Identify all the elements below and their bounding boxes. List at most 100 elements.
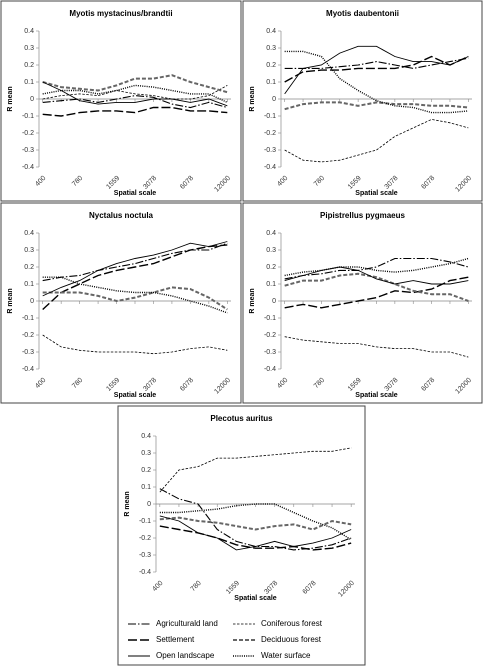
y-tick-label: -0.4 — [264, 366, 276, 373]
x-tick-label: 780 — [71, 377, 84, 390]
y-tick-label: 0.3 — [266, 247, 276, 254]
panel: Myotis daubentonii R mean -0.4 -0.3 -0.2 -0.1… — [242, 0, 483, 202]
series-line — [159, 525, 352, 551]
y-tick-label: -0.3 — [22, 349, 34, 356]
legend-label: Coniferous forest — [261, 619, 323, 628]
x-tick-label: 780 — [190, 580, 203, 593]
panel: Nyctalus noctula R mean -0.4 -0.3 -0.2 -0.1 0 0… — [0, 202, 242, 404]
x-tick-label: 12000 — [454, 175, 473, 194]
x-tick-label: 6078 — [420, 175, 436, 191]
chart-title: Nyctalus noctula — [89, 211, 154, 220]
x-tick-label: 1559 — [105, 175, 121, 191]
y-tick-label: 0.3 — [24, 247, 34, 254]
x-tick-label: 1559 — [347, 377, 363, 393]
series-line — [284, 118, 469, 163]
series-line — [284, 55, 469, 83]
y-tick-label: -0.3 — [264, 349, 276, 356]
series-line — [42, 84, 228, 104]
series-line — [284, 50, 469, 114]
x-tick-label: 1559 — [225, 580, 241, 596]
x-axis-label: Spatial scale — [355, 190, 398, 197]
y-tick-label: -0.1 — [139, 518, 151, 525]
x-tick-label: 12000 — [213, 175, 232, 194]
y-tick-label: 0.4 — [24, 230, 34, 237]
y-tick-label: -0.2 — [22, 130, 34, 137]
y-tick-label: 0.1 — [24, 281, 34, 288]
x-tick-label: 780 — [313, 377, 326, 390]
chart-title: Myotis mystacinus/brandtii — [69, 9, 172, 18]
x-tick-label: 12000 — [337, 580, 356, 599]
y-tick-label: 0.4 — [266, 28, 276, 35]
x-tick-label: 400 — [276, 377, 289, 390]
y-tick-label: 0.2 — [266, 264, 276, 271]
x-axis-label: Spatial scale — [355, 392, 398, 399]
y-tick-label: 0 — [272, 96, 276, 103]
y-tick-label: -0.3 — [22, 147, 34, 154]
x-axis-label: Spatial scale — [114, 392, 157, 399]
series-line — [42, 276, 228, 314]
series-line — [42, 85, 228, 100]
y-tick-label: 0.1 — [266, 79, 276, 86]
x-tick-label: 1559 — [105, 377, 121, 393]
y-tick-label: 0.1 — [266, 281, 276, 288]
y-axis-label: R mean — [124, 491, 131, 516]
y-tick-label: 0 — [147, 501, 151, 508]
legend-label: Deciduous forest — [261, 635, 322, 644]
chart-title: Myotis daubentonii — [326, 9, 399, 18]
panel: Pipistrellus pygmaeus R mean -0.4 -0.3 -0.2 -… — [242, 202, 483, 404]
series-line — [159, 447, 352, 493]
series-line — [42, 241, 228, 297]
y-tick-label: 0.4 — [141, 433, 151, 440]
series-line — [284, 257, 469, 280]
y-tick-label: 0 — [272, 298, 276, 305]
series-line — [159, 515, 352, 551]
chart-title: Plecotus auritus — [210, 414, 273, 423]
y-axis-label: R mean — [7, 288, 14, 313]
y-tick-label: 0.1 — [24, 79, 34, 86]
y-tick-label: 0.3 — [24, 45, 34, 52]
x-tick-label: 3078 — [142, 175, 158, 191]
x-tick-label: 780 — [313, 175, 326, 188]
x-tick-label: 400 — [276, 175, 289, 188]
x-tick-label: 780 — [71, 175, 84, 188]
series-line — [284, 266, 469, 285]
y-tick-label: 0 — [30, 298, 34, 305]
x-tick-label: 3078 — [384, 377, 400, 393]
series-line — [42, 334, 228, 355]
y-tick-label: 0.3 — [266, 45, 276, 52]
y-tick-label: 0.2 — [24, 62, 34, 69]
x-tick-label: 12000 — [454, 377, 473, 396]
legend-label: Settlement — [156, 635, 195, 644]
y-tick-label: 0.2 — [141, 467, 151, 474]
series-line — [42, 286, 228, 311]
series-line — [284, 101, 469, 111]
series-line — [284, 257, 469, 277]
legend-label: Open landscape — [156, 651, 215, 660]
x-axis-label: Spatial scale — [114, 190, 157, 197]
x-tick-label: 400 — [34, 377, 47, 390]
y-axis-label: R mean — [249, 86, 256, 111]
x-tick-label: 6078 — [179, 175, 195, 191]
chart-title: Pipistrellus pygmaeus — [320, 211, 405, 220]
y-tick-label: -0.3 — [139, 552, 151, 559]
y-tick-label: -0.4 — [139, 569, 151, 576]
y-axis-label: R mean — [7, 86, 14, 111]
y-tick-label: -0.1 — [22, 315, 34, 322]
series-line — [284, 57, 469, 69]
x-axis-label: Spatial scale — [234, 595, 277, 602]
x-tick-label: 6078 — [302, 580, 318, 596]
series-line — [42, 81, 228, 107]
panel-frame — [0, 0, 242, 202]
series-line — [284, 45, 469, 95]
series-line — [42, 95, 228, 109]
legend-label: Water surface — [261, 651, 311, 660]
y-tick-label: -0.1 — [22, 113, 34, 120]
series-line — [159, 516, 352, 531]
panel-frame — [0, 202, 242, 404]
x-tick-label: 1559 — [347, 175, 363, 191]
x-tick-label: 400 — [151, 580, 164, 593]
y-tick-label: 0.1 — [141, 484, 151, 491]
y-tick-label: 0.2 — [24, 264, 34, 271]
y-axis-label: R mean — [249, 288, 256, 313]
series-line — [42, 74, 228, 94]
